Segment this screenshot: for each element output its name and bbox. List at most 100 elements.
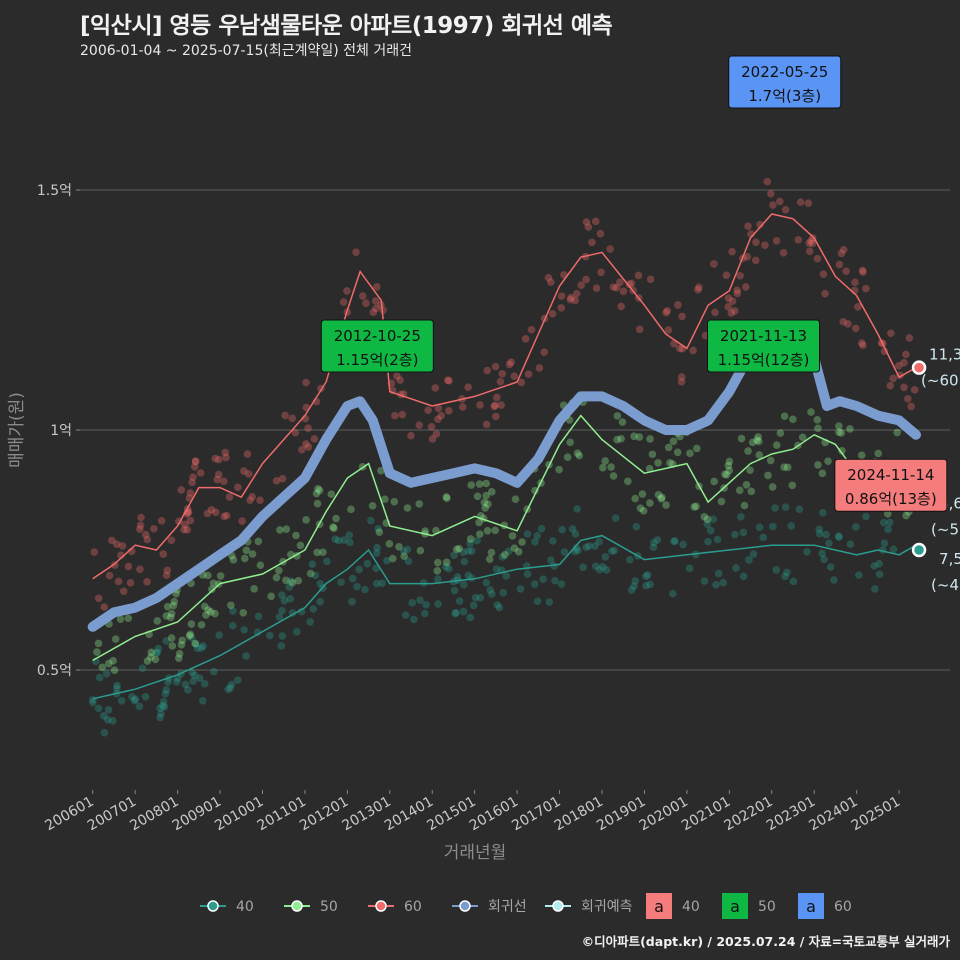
scatter-point [481,504,489,512]
scatter-point [563,453,572,461]
scatter-point [248,492,257,501]
scatter-point [403,504,412,512]
scatter-point [389,554,397,563]
scatter-point [221,448,230,457]
scatter-point [768,483,777,491]
scatter-point [630,582,638,591]
legend-box [722,893,748,919]
series-line-50 [92,414,917,662]
scatter-point [100,728,109,737]
scatter-point [613,435,621,444]
scatter-point [225,493,234,501]
scatter-point [855,571,863,579]
scatter-point [292,531,300,540]
scatter-point [591,542,599,550]
scatter-point [574,546,582,555]
scatter-point [619,287,628,296]
scatter-point [857,451,866,460]
scatter-point [222,511,231,520]
scatter-point [156,713,164,722]
scatter-point [904,395,912,403]
scatter-point [373,549,381,557]
scatter-point [375,528,384,537]
scatter-point [316,597,324,606]
scatter-point [124,614,133,623]
scatter-point [100,603,109,611]
scatter-point [196,469,205,477]
scatter-point [466,539,474,548]
scatter-point [813,254,822,263]
annotation-price: 1.15억(12층) [718,351,810,369]
scatter-point [114,577,123,586]
scatter-point [433,567,442,575]
scatter-point [733,289,742,298]
scatter-point [199,642,207,650]
scatter-point [400,552,408,561]
scatter-point [669,437,678,446]
scatter-point [475,480,484,488]
scatter-point [491,401,499,410]
scatter-point [826,563,835,571]
scatter-point [804,199,813,207]
scatter-point [649,543,658,552]
scatter-point [535,364,544,372]
scatter-point [846,540,855,549]
scatter-point [278,632,287,640]
scatter-point [191,457,200,466]
scatter-point [731,530,739,539]
scatter-point [219,477,228,486]
scatter-point [327,490,336,499]
scatter-point [112,540,121,549]
scatter-point [781,572,789,581]
scatter-point [582,543,590,552]
scatter-point [246,496,254,505]
scatter-point [445,407,453,415]
scatter-point [759,533,768,542]
scatter-point [280,596,289,605]
scatter-point [657,495,666,503]
scatter-point [846,425,854,433]
scatter-point [722,470,731,479]
scatter-point [524,370,533,378]
scatter-point [714,569,723,578]
scatter-point [730,307,739,315]
scatter-point [728,297,737,305]
scatter-point [572,543,581,552]
scatter-point [347,505,355,514]
scatter-point [154,644,163,653]
scatter-point [159,697,168,706]
legend-box [646,893,672,919]
scatter-point [728,247,736,256]
scatter-point [191,639,199,648]
scatter-point [119,587,128,596]
scatter-point [568,525,577,533]
scatter-point [150,524,158,533]
scatter-point [471,593,480,602]
scatter-point [330,524,338,532]
scatter-point [136,565,144,574]
scatter-point [137,513,145,522]
scatter-point [243,450,252,458]
scatter-point [508,532,517,540]
scatter-point [889,545,898,554]
scatter-point [229,607,237,615]
scatter-point [190,671,199,680]
scatter-point [643,571,652,579]
scatter-point [771,504,779,512]
scatter-point [334,536,343,545]
scatter-point [385,540,394,548]
scatter-point [638,490,647,498]
scatter-point [485,555,494,563]
scatter-point [814,424,822,433]
scatter-point [167,634,176,642]
scatter-point [575,451,584,460]
scatter-point [272,573,281,582]
scatter-point [557,304,566,312]
scatter-point [722,271,731,280]
scatter-point [674,301,682,309]
scatter-point [109,716,117,725]
scatter-point [737,513,745,521]
annotation-box [320,319,434,373]
scatter-point [557,580,566,588]
scatter-point [742,480,751,489]
